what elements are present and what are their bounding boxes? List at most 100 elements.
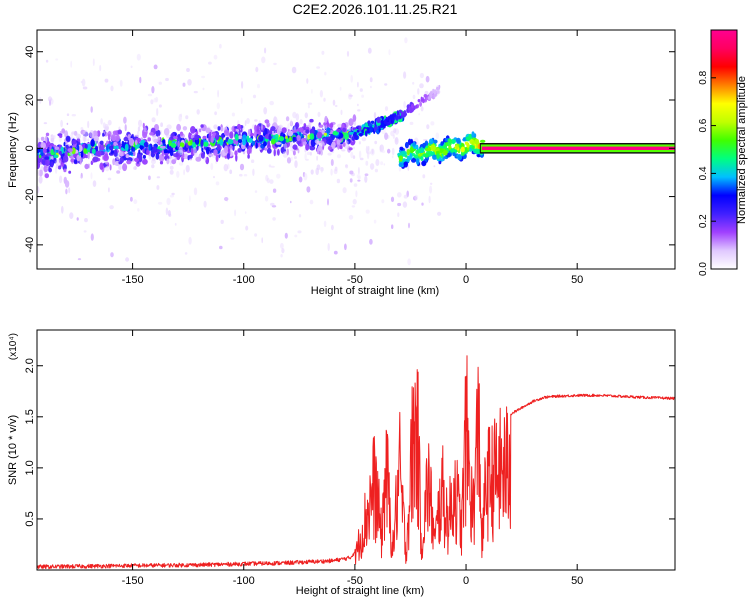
heatmap-cell <box>71 139 77 145</box>
heatmap-cell <box>264 147 268 151</box>
heatmap-cell <box>435 132 440 140</box>
heatmap-cell <box>219 43 222 49</box>
heatmap-cell <box>134 139 138 146</box>
heatmap-cell <box>403 113 406 118</box>
heatmap-cell <box>176 123 182 132</box>
heatmap-cell <box>430 144 436 151</box>
heatmap-cell <box>430 121 435 126</box>
heatmap-cell <box>38 175 43 184</box>
heatmap-cell <box>110 252 114 258</box>
heatmap-cell <box>395 138 398 143</box>
heatmap-cell <box>357 109 361 112</box>
heatmap-cell <box>352 198 357 205</box>
heatmap-cell <box>316 131 323 139</box>
heatmap-cell <box>320 167 323 173</box>
heatmap-cell <box>119 157 124 164</box>
heatmap-cell <box>84 163 89 170</box>
heatmap-cell <box>367 47 372 54</box>
heatmap-cell <box>402 158 407 163</box>
heatmap-cell <box>106 144 109 151</box>
heatmap-cell <box>370 120 375 125</box>
heatmap-cell <box>398 155 404 162</box>
heatmap-cell <box>138 149 141 154</box>
heatmap-cell <box>358 150 362 159</box>
heatmap-cell <box>184 252 188 255</box>
heatmap-cell <box>289 147 293 152</box>
heatmap-cell <box>296 135 301 141</box>
heatmap-cell <box>45 158 50 167</box>
heatmap-cell <box>255 66 259 73</box>
heatmap-cell <box>378 126 381 133</box>
heatmap-cell <box>287 123 290 130</box>
heatmap-cell <box>213 175 215 179</box>
heatmap-cell <box>209 131 212 138</box>
spectrogram-y-tick-label: 20 <box>24 94 36 106</box>
heatmap-cell <box>220 127 224 132</box>
heatmap-cell <box>44 173 49 179</box>
heatmap-cell <box>296 139 303 145</box>
heatmap-cell <box>216 102 220 110</box>
heatmap-cell <box>306 78 309 84</box>
heatmap-cell <box>117 129 123 135</box>
heatmap-cell <box>180 113 182 118</box>
heatmap-cell <box>252 94 257 99</box>
heatmap-cell <box>223 139 226 144</box>
heatmap-cell <box>433 89 437 95</box>
heatmap-cell <box>239 163 245 171</box>
heatmap-cell <box>224 145 228 154</box>
heatmap-cell <box>202 87 205 91</box>
heatmap-cell <box>390 196 395 202</box>
heatmap-cell <box>369 238 373 245</box>
heatmap-cell <box>236 123 242 130</box>
heatmap-cell <box>139 76 142 84</box>
snr-frame <box>36 329 676 571</box>
heatmap-cell <box>137 126 141 132</box>
heatmap-cell <box>99 144 105 151</box>
heatmap-cell <box>143 127 147 133</box>
heatmap-cell <box>400 111 404 116</box>
heatmap-cell <box>307 102 313 105</box>
heatmap-cell <box>158 139 161 146</box>
heatmap-cell <box>355 190 358 198</box>
heatmap-cell <box>68 187 71 194</box>
heatmap-cell <box>125 154 129 159</box>
heatmap-cell <box>439 147 443 154</box>
heatmap-cell <box>113 141 118 146</box>
heatmap-cell <box>348 147 353 151</box>
heatmap-cell <box>353 146 355 150</box>
heatmap-cell <box>113 145 119 150</box>
heatmap-cell <box>376 116 381 124</box>
heatmap-cell <box>457 154 463 161</box>
heatmap-cell <box>336 139 341 145</box>
heatmap-cell <box>230 237 235 240</box>
heatmap-cell <box>109 164 112 171</box>
heatmap-cell <box>358 132 364 136</box>
heatmap-cell <box>250 159 255 163</box>
heatmap-cell <box>193 90 198 94</box>
heatmap-cell <box>270 126 276 132</box>
heatmap-cell <box>195 156 202 162</box>
snr-x-tick-label: 0 <box>463 575 469 587</box>
heatmap-cell <box>182 82 186 87</box>
heatmap-cell <box>369 85 372 89</box>
heatmap-cell <box>134 157 140 162</box>
spectrogram-y-tick-label: 40 <box>24 46 36 58</box>
heatmap-cell <box>219 138 224 146</box>
heatmap-cell <box>110 85 114 92</box>
heatmap-cell <box>336 154 342 159</box>
heatmap-cell <box>349 170 354 175</box>
heatmap-cell <box>371 149 374 154</box>
heatmap-cell <box>160 122 164 127</box>
heatmap-cell <box>82 130 89 137</box>
heatmap-cell <box>327 152 332 156</box>
heatmap-cell <box>169 158 173 165</box>
heatmap-cell <box>176 134 181 143</box>
heatmap-cell <box>429 185 433 194</box>
heatmap-cell <box>251 140 255 146</box>
heatmap-cell <box>231 112 235 117</box>
heatmap-cell <box>237 139 243 144</box>
heatmap-cell <box>96 130 101 138</box>
heatmap-cell <box>357 103 359 107</box>
heatmap-cell <box>345 164 348 167</box>
heatmap-cell <box>196 109 200 115</box>
